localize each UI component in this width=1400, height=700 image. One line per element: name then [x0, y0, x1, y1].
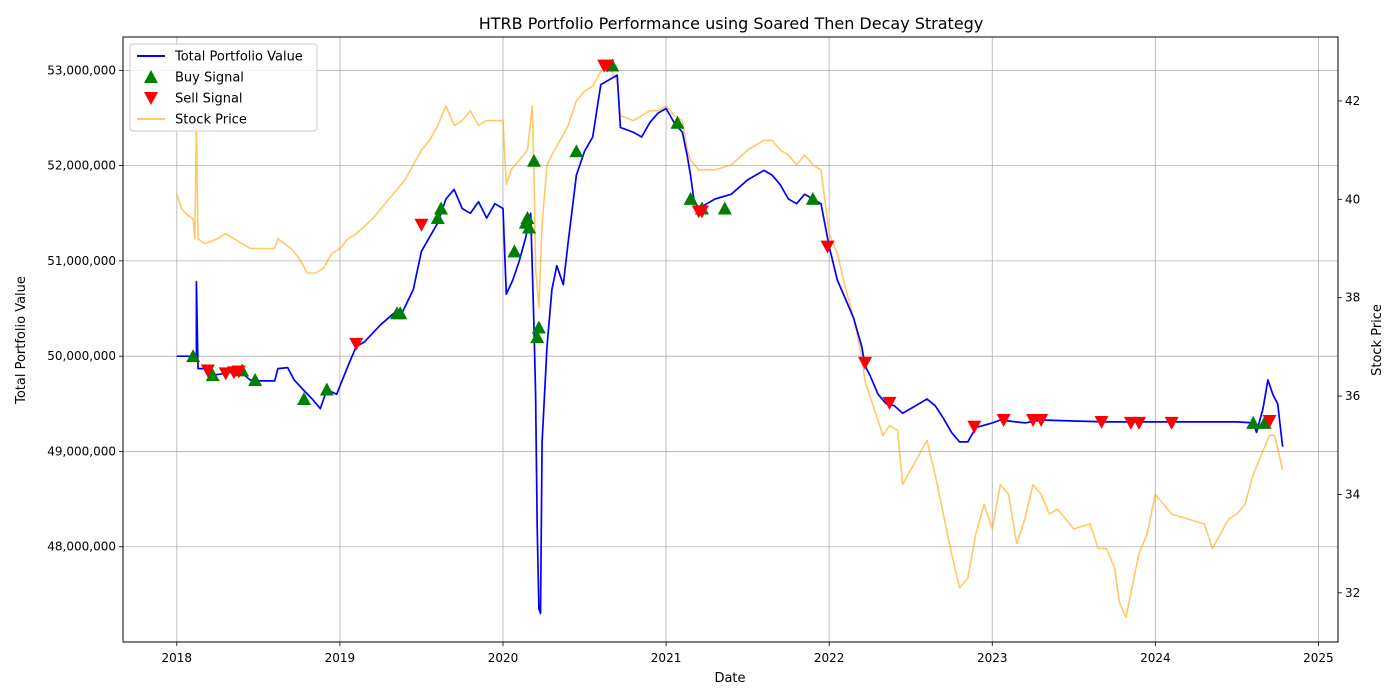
sell-signal-marker — [967, 420, 982, 434]
y-tick-label: 50,000,000 — [47, 349, 116, 363]
buy-signal-marker — [507, 244, 522, 258]
legend-buy-marker-swatch — [144, 70, 158, 83]
legend-label: Stock Price — [175, 113, 247, 128]
sell-signal-marker — [349, 337, 364, 351]
y2-tick-label: 40 — [1345, 192, 1360, 206]
sell-signal-marker — [694, 205, 709, 219]
legend-item: Buy Signal — [144, 70, 244, 86]
buy-signal-marker — [670, 115, 685, 129]
buy-signal-marker — [186, 349, 201, 363]
left-y-axis-label: Total Portfolio Value — [14, 276, 29, 405]
x-tick-label: 2021 — [651, 651, 682, 665]
x-tick-label: 2024 — [1140, 651, 1171, 665]
buy-signal-marker — [522, 220, 537, 234]
legend: Total Portfolio Value Buy Signal Sell Sign… — [129, 43, 318, 132]
sell-signal-marker — [200, 364, 215, 378]
legend-label: Total Portfolio Value — [174, 50, 303, 65]
buy-signal-marker — [717, 201, 732, 215]
sell-signal-marker — [882, 396, 897, 410]
y2-tick-label: 32 — [1345, 586, 1360, 600]
legend-item: Total Portfolio Value — [137, 50, 303, 65]
y2-tick-label: 36 — [1345, 389, 1360, 403]
sell-signal-marker — [600, 59, 615, 73]
sell-signal-marker — [1132, 416, 1147, 430]
buy-signal-marker — [683, 191, 698, 205]
buy-signal-marker — [530, 330, 545, 344]
buy-signal-marker — [1246, 415, 1261, 429]
y2-tick-label: 34 — [1345, 487, 1360, 501]
y-tick-label: 52,000,000 — [47, 159, 116, 173]
plot-frame — [122, 36, 1339, 643]
buy-signal-marker — [297, 392, 312, 405]
y-tick-label: 53,000,000 — [47, 63, 116, 77]
buy-signal-marker — [1257, 415, 1272, 429]
x-axis-ticks: 2018 2019 2020 2021 2022 2023 2024 2025 — [162, 642, 1334, 665]
legend-label: Sell Signal — [175, 92, 243, 107]
legend-box — [129, 43, 318, 132]
signal-markers-layer — [186, 58, 1277, 434]
left-y-axis-ticks: 48,000,000 49,000,000 50,000,000 51,000,000… — [47, 63, 123, 554]
stock-price-line — [176, 65, 1284, 619]
sell-signal-marker — [1034, 414, 1049, 428]
x-tick-label: 2023 — [977, 651, 1008, 665]
buy-signal-marker — [393, 306, 408, 320]
x-tick-label: 2025 — [1303, 651, 1334, 665]
sell-signal-marker — [820, 240, 835, 254]
sell-signal-marker — [231, 365, 246, 379]
sell-signal-marker — [1094, 415, 1109, 429]
buy-signal-marker — [520, 211, 535, 224]
chart-title: HTRB Portfolio Performance using Soared … — [479, 14, 984, 33]
legend-sell-marker-swatch — [144, 92, 158, 105]
legend-item: Sell Signal — [144, 92, 243, 107]
sell-signal-marker — [1262, 415, 1277, 428]
x-tick-label: 2022 — [814, 651, 845, 665]
x-tick-label: 2020 — [488, 651, 519, 665]
buy-signal-marker — [531, 320, 546, 334]
buy-signal-marker — [526, 153, 541, 167]
y-tick-label: 48,000,000 — [47, 540, 116, 554]
x-axis-label: Date — [714, 671, 745, 686]
x-tick-label: 2019 — [325, 651, 356, 665]
x-tick-label: 2018 — [162, 651, 193, 665]
legend-label: Buy Signal — [175, 71, 244, 86]
sell-signal-marker — [1164, 416, 1179, 430]
stock-price-layer — [176, 65, 1284, 619]
right-y-axis-label: Stock Price — [1370, 304, 1385, 376]
legend-item: Stock Price — [137, 113, 247, 128]
buy-signal-marker — [434, 201, 449, 215]
y-tick-label: 51,000,000 — [47, 254, 116, 268]
buy-signal-marker — [805, 191, 820, 205]
buy-signal-marker — [248, 372, 263, 386]
y-tick-label: 49,000,000 — [47, 444, 116, 458]
buy-signal-marker — [319, 382, 334, 396]
buy-signal-marker — [569, 144, 584, 158]
sell-signal-marker — [858, 356, 873, 370]
sell-signal-marker — [414, 218, 429, 232]
y2-tick-label: 38 — [1345, 291, 1360, 305]
buy-signal-marker — [430, 211, 445, 224]
y2-tick-label: 42 — [1345, 94, 1360, 108]
grid-lines — [123, 37, 1338, 642]
buy-signal-marker — [205, 368, 220, 382]
sell-signal-marker — [996, 414, 1011, 428]
right-y-axis-ticks: 32 34 36 38 40 42 — [1338, 94, 1360, 600]
